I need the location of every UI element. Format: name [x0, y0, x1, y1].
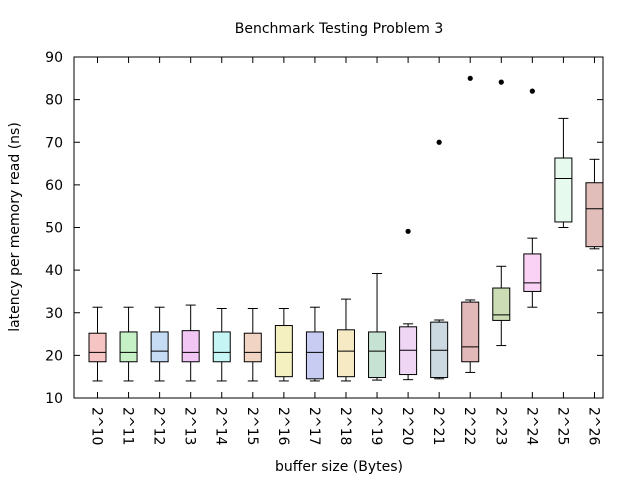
- x-tick-label: 2^14: [213, 407, 229, 446]
- box-2^17: [305, 306, 324, 382]
- iqr-box: [461, 301, 480, 363]
- box-series: [88, 75, 604, 382]
- outlier-point: [405, 228, 411, 234]
- box-2^24: [523, 88, 542, 308]
- y-tick-label: 40: [45, 263, 63, 279]
- x-tick-label: 2^15: [244, 407, 260, 445]
- x-tick-label: 2^23: [492, 407, 508, 445]
- outlier-point: [467, 75, 473, 81]
- iqr-box: [212, 331, 231, 363]
- y-tick-label: 30: [45, 306, 63, 322]
- x-tick-label: 2^26: [585, 407, 601, 446]
- box-2^18: [336, 298, 355, 382]
- box-2^22: [461, 75, 480, 373]
- y-axis-label: latency per memory read (ns): [7, 122, 23, 332]
- y-tick-label: 60: [45, 178, 63, 194]
- iqr-box: [274, 325, 293, 378]
- x-tick-label: 2^19: [368, 407, 384, 445]
- box-2^12: [150, 306, 169, 382]
- x-tick-label: 2^17: [306, 407, 322, 445]
- box-2^14: [212, 307, 231, 382]
- outlier-point: [529, 88, 535, 94]
- iqr-box: [585, 182, 604, 248]
- box-2^10: [88, 306, 107, 382]
- x-tick-label: 2^12: [151, 407, 167, 445]
- outlier-point: [498, 79, 504, 85]
- x-tick-label: 2^21: [430, 407, 446, 445]
- x-tick-label: 2^11: [120, 407, 136, 445]
- y-tick-label: 10: [45, 391, 63, 407]
- box-2^21: [430, 139, 449, 380]
- x-tick-label: 2^10: [89, 407, 105, 445]
- x-tick-label: 2^16: [275, 407, 291, 446]
- outlier-point: [436, 139, 442, 145]
- x-tick-label: 2^25: [554, 407, 570, 445]
- iqr-box: [150, 331, 169, 363]
- iqr-box: [554, 157, 573, 223]
- box-2^19: [368, 273, 387, 381]
- y-tick-label: 50: [45, 221, 63, 237]
- y-tick-label: 80: [45, 93, 63, 109]
- iqr-box: [336, 329, 355, 378]
- box-2^26: [585, 158, 604, 250]
- box-2^13: [181, 304, 200, 382]
- x-tick-label: 2^24: [523, 407, 539, 446]
- x-tick-label: 2^18: [337, 407, 353, 445]
- iqr-box: [305, 331, 324, 380]
- chart-title: Benchmark Testing Problem 3: [235, 21, 443, 37]
- iqr-box: [119, 331, 138, 363]
- y-tick-label: 20: [45, 348, 63, 364]
- iqr-box: [523, 253, 542, 292]
- box-2^16: [274, 307, 293, 382]
- box-2^20: [399, 228, 418, 381]
- x-tick-label: 2^13: [182, 407, 198, 445]
- box-2^23: [492, 79, 511, 347]
- iqr-box: [492, 287, 511, 321]
- y-axis: 10 20 30 40 50 60 70 80 90: [45, 50, 603, 407]
- y-tick-label: 90: [45, 50, 63, 66]
- iqr-box: [88, 332, 107, 363]
- y-tick-label: 70: [45, 135, 63, 151]
- box-2^25: [554, 117, 573, 228]
- x-tick-label: 2^22: [461, 407, 477, 445]
- iqr-box: [181, 330, 200, 363]
- iqr-box: [243, 332, 262, 363]
- iqr-box: [368, 331, 387, 379]
- x-axis-label: buffer size (Bytes): [275, 459, 403, 475]
- x-axis: 2^10 2^11 2^12 2^13 2^14 2^15 2^16 2^17 2^18 2^19…: [89, 57, 601, 446]
- box-2^15: [243, 307, 262, 382]
- x-tick-label: 2^20: [399, 407, 415, 445]
- box-2^11: [119, 306, 138, 382]
